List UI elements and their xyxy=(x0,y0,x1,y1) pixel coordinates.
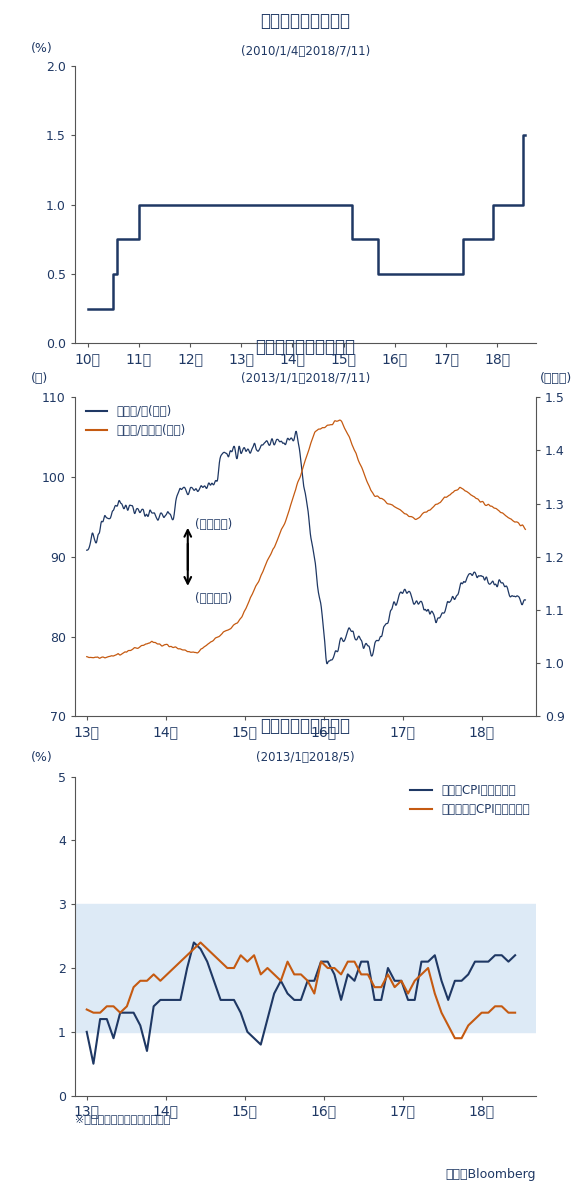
Text: －カナダドルの推移－: －カナダドルの推移－ xyxy=(255,338,355,356)
Text: (%): (%) xyxy=(31,751,53,763)
Legend:  xyxy=(312,78,321,88)
Text: ※網掛けは中央銀行の政策目標: ※網掛けは中央銀行の政策目標 xyxy=(75,1114,170,1125)
Legend: カナダCPI（前年比）, カナダコアCPI（前年比）: カナダCPI（前年比）, カナダコアCPI（前年比） xyxy=(406,779,535,821)
Text: (加ドル高): (加ドル高) xyxy=(195,519,232,531)
Text: (円): (円) xyxy=(31,372,48,384)
Text: －消費者物価指数－: －消費者物価指数－ xyxy=(260,718,350,736)
Text: (2010/1/4～2018/7/11): (2010/1/4～2018/7/11) xyxy=(241,45,370,58)
Text: (加ドル): (加ドル) xyxy=(540,372,573,384)
Legend: 加ドル/円(左軸), 米ドル/加ドル(右軸): 加ドル/円(左軸), 米ドル/加ドル(右軸) xyxy=(81,400,190,442)
Text: －政策金利の推移－: －政策金利の推移－ xyxy=(260,12,350,30)
Text: (2013/1～2018/5): (2013/1～2018/5) xyxy=(256,751,355,763)
Text: 出所：Bloomberg: 出所：Bloomberg xyxy=(445,1168,536,1180)
Text: (加ドル安): (加ドル安) xyxy=(195,592,232,604)
Text: (2013/1/1～2018/7/11): (2013/1/1～2018/7/11) xyxy=(241,372,370,384)
Text: (%): (%) xyxy=(31,42,53,55)
Bar xyxy=(75,904,536,1032)
